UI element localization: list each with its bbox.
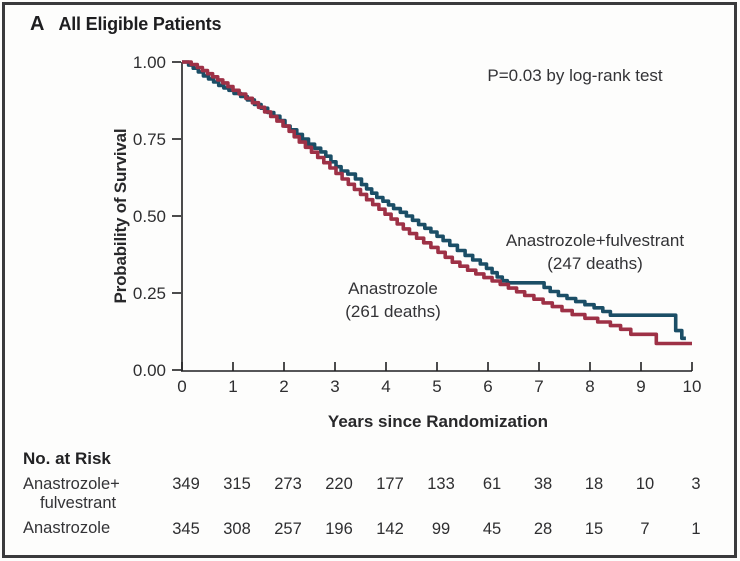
curve-label-line1: Anastrozole+fulvestrant [505, 231, 685, 250]
curve-label-deaths: (247 deaths) [547, 254, 643, 273]
x-axis-title: Years since Randomization [327, 412, 549, 431]
risk-value: 7 [640, 520, 650, 538]
risk-value: 45 [482, 520, 502, 538]
curve-label-anastrozole-fulvestrant: Anastrozole+fulvestrant (247 deaths) [506, 229, 684, 275]
risk-value: 28 [533, 520, 553, 538]
curve-label-anastrozole: Anastrozole (261 deaths) [345, 277, 440, 323]
x-tick-label: 1 [228, 377, 237, 396]
x-tick-label: 0 [177, 377, 186, 396]
risk-value: 196 [325, 520, 353, 538]
risk-value: 10 [635, 475, 655, 493]
risk-value: 273 [274, 475, 302, 493]
y-tick-label: 0.75 [133, 130, 166, 149]
x-tick-label: 4 [381, 377, 390, 396]
risk-table-header: No. at Risk [23, 449, 111, 468]
y-tick-label: 0.00 [133, 361, 166, 380]
risk-value: 1 [691, 520, 701, 538]
survival-curve-anastrozole-fulvestrant [182, 60, 686, 341]
risk-value: 315 [223, 475, 251, 493]
curve-label-deaths: (261 deaths) [345, 302, 441, 321]
x-tick-label: 7 [534, 377, 543, 396]
risk-value: 142 [376, 520, 404, 538]
panel-title-text: All Eligible Patients [58, 14, 222, 34]
log-rank-pvalue: P=0.03 by log-rank test [487, 66, 663, 85]
panel-title: A All Eligible Patients [30, 13, 221, 36]
y-tick-label: 0.25 [133, 284, 166, 303]
risk-row-label-anastrozole-fulvestrant: Anastrozole+ fulvestrant [23, 475, 120, 512]
x-tick-label: 8 [585, 377, 594, 396]
y-tick-label: 0.50 [133, 207, 166, 226]
risk-row-label-anastrozole: Anastrozole [23, 519, 111, 537]
panel-letter: A [30, 13, 45, 35]
curve-label-line1: Anastrozole [348, 279, 438, 298]
risk-value: 257 [274, 520, 302, 538]
x-tick-label: 5 [432, 377, 441, 396]
risk-value: 38 [533, 475, 553, 493]
x-tick-label: 10 [683, 377, 702, 396]
x-tick-label: 3 [330, 377, 339, 396]
risk-value: 15 [584, 520, 604, 538]
risk-value: 308 [223, 520, 251, 538]
x-tick-label: 6 [483, 377, 492, 396]
risk-value: 133 [427, 475, 455, 493]
y-axis-title: Probability of Survival [111, 128, 130, 304]
risk-value: 177 [376, 475, 404, 493]
risk-value: 345 [172, 520, 200, 538]
risk-value: 18 [584, 475, 604, 493]
survival-curve-anastrozole [182, 60, 692, 346]
x-tick-label: 2 [279, 377, 288, 396]
y-tick-label: 1.00 [133, 53, 166, 72]
risk-value: 220 [325, 475, 353, 493]
risk-value: 99 [431, 520, 451, 538]
risk-value: 61 [482, 475, 502, 493]
x-tick-label: 9 [636, 377, 645, 396]
risk-value: 349 [172, 475, 200, 493]
risk-value: 3 [691, 475, 701, 493]
